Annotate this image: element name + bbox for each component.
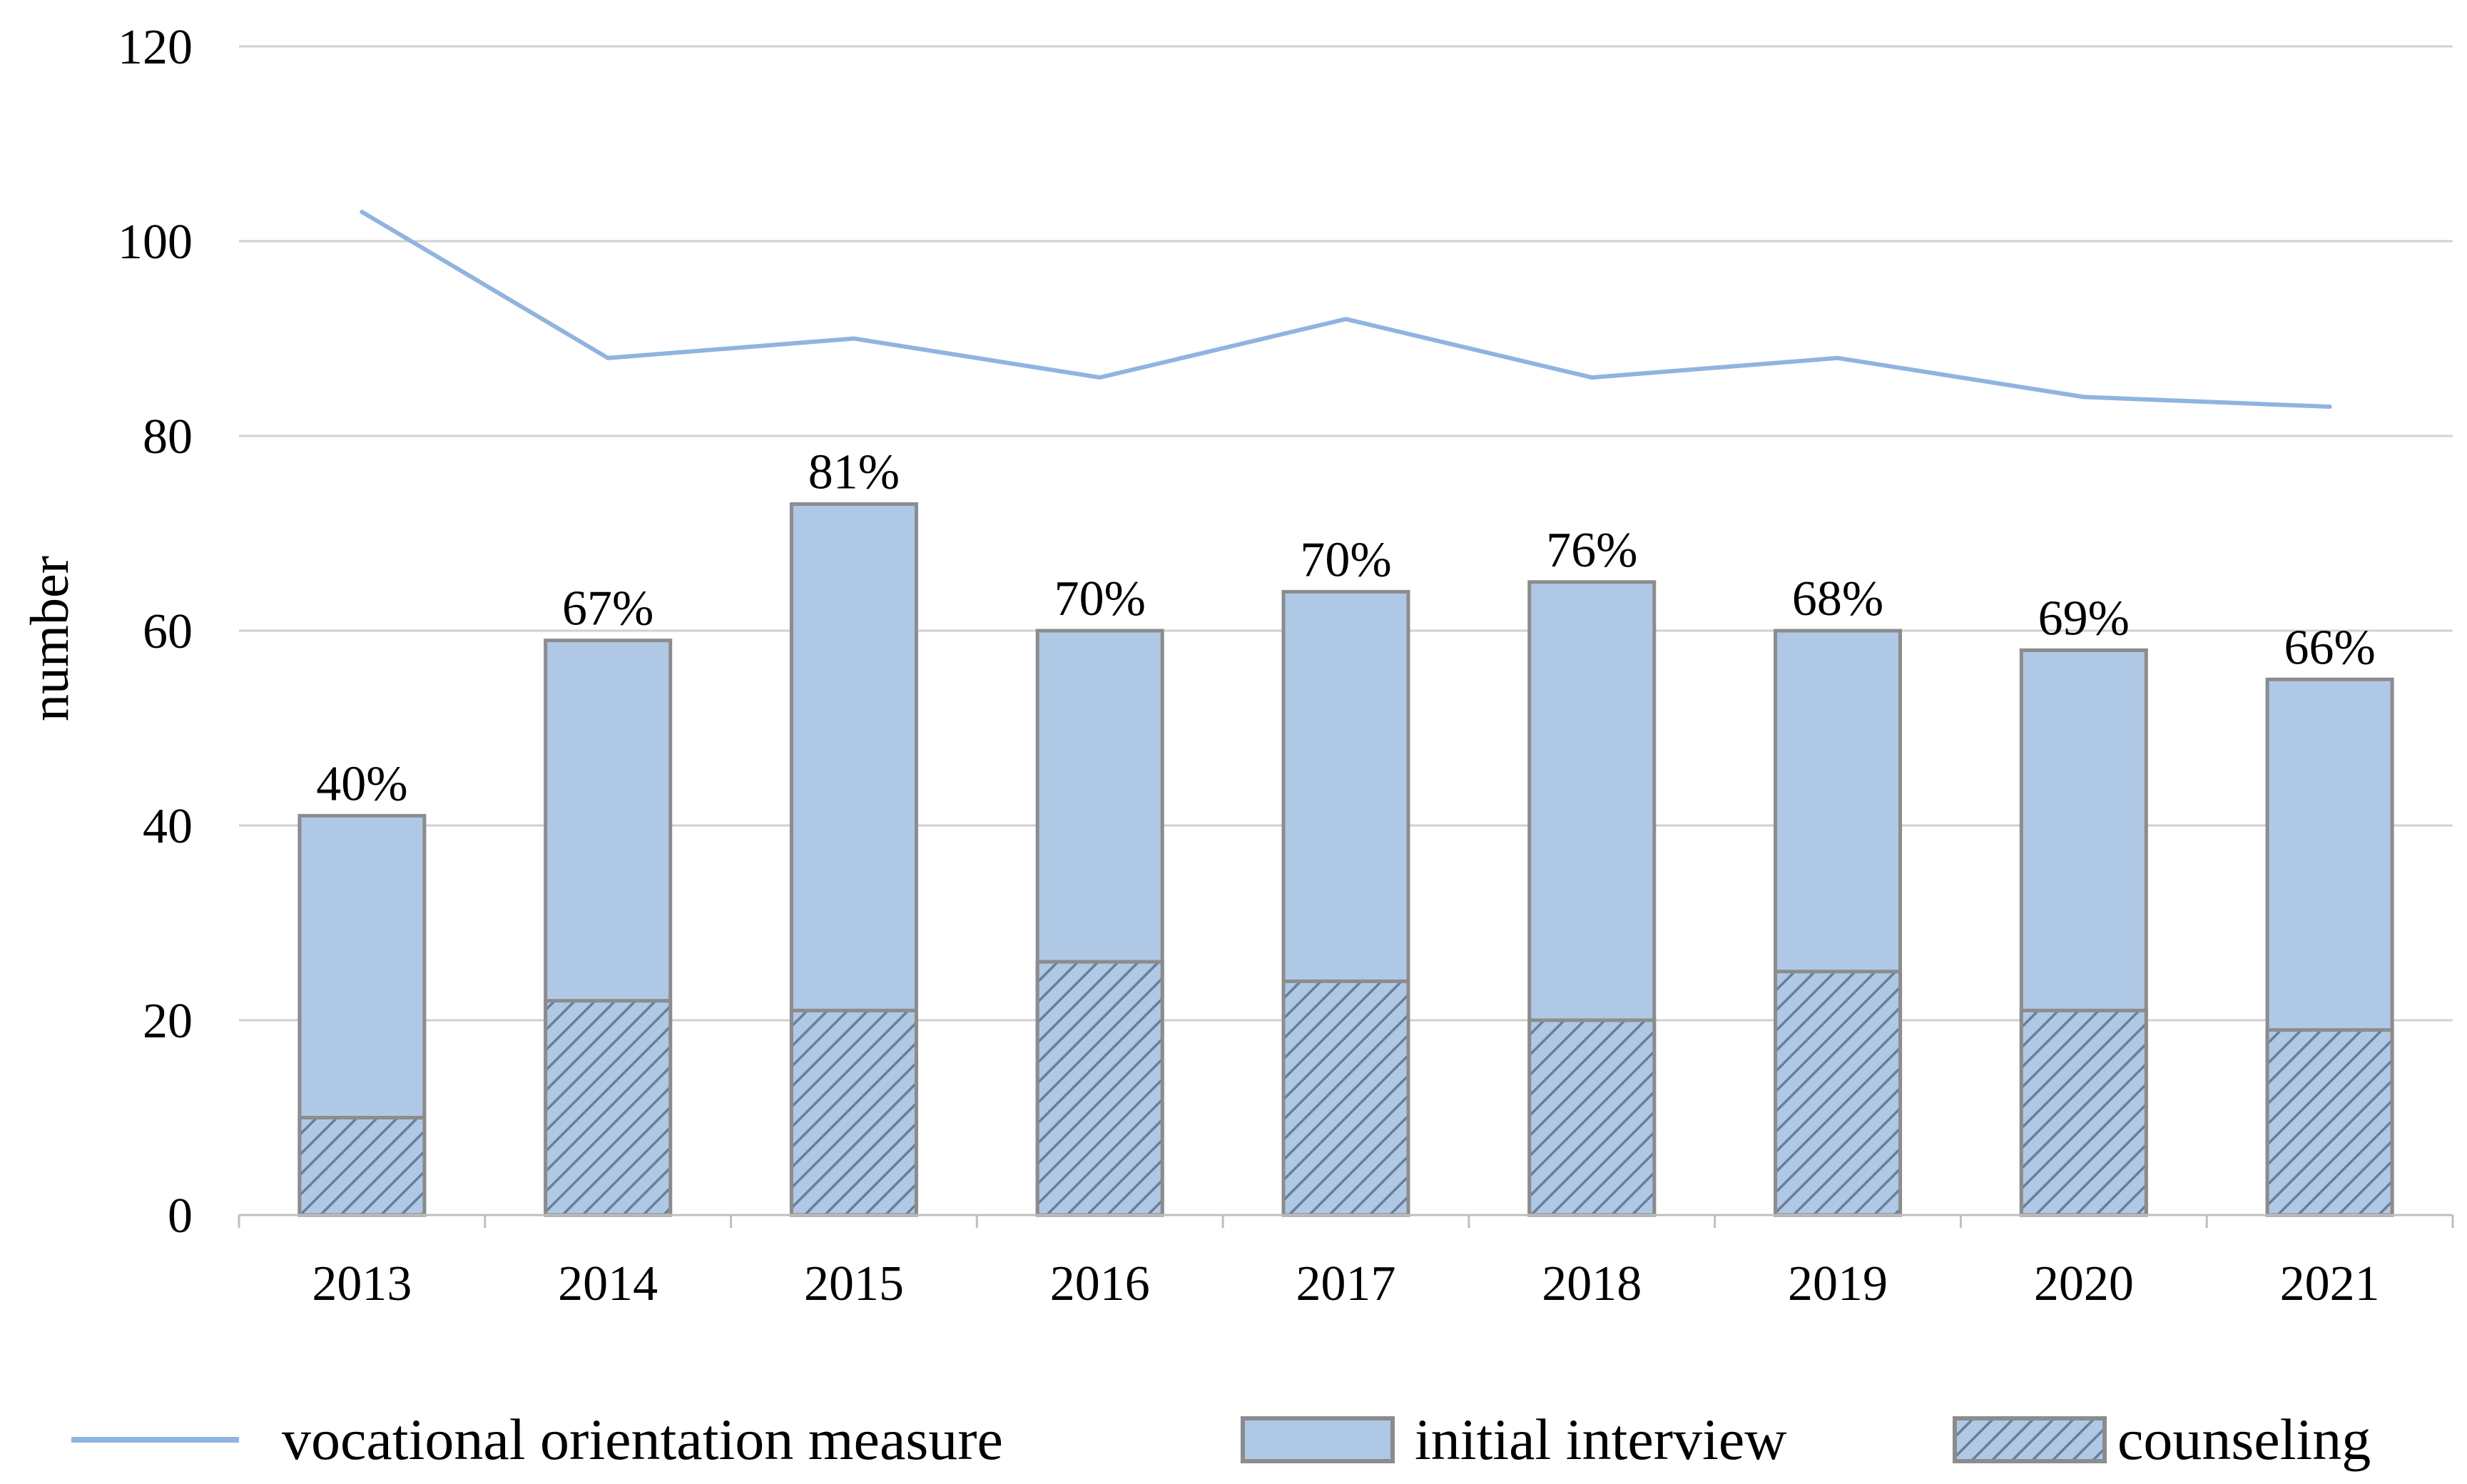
bar-label-2013: 40% [316,756,407,811]
x-tick-label: 2020 [2034,1256,2134,1311]
y-tick-label: 40 [143,799,193,854]
bar-counseling-2018 [1527,1018,1657,1217]
x-tick-label: 2019 [1788,1256,1888,1311]
line-point-2014 [606,355,611,360]
legend-hatch-swatch [1953,1416,2107,1463]
y-tick-label: 80 [143,410,193,464]
legend: vocational orientation measure initial i… [71,1407,2371,1472]
bar-counseling-2020 [2019,1008,2148,1217]
bar-label-2020: 69% [2038,591,2130,646]
line-point-2021 [2327,405,2332,410]
bar-label-2016: 70% [1054,571,1146,626]
x-tick-label: 2015 [804,1256,904,1311]
line-point-2020 [2081,395,2086,400]
x-tick-label: 2018 [1542,1256,1642,1311]
bar-label-2017: 70% [1300,532,1391,587]
x-tick-label: 2014 [558,1256,658,1311]
bar-counseling-2016 [1035,960,1164,1217]
bar-counseling-2014 [544,999,673,1217]
y-tick-label: 100 [118,215,193,270]
legend-label-line: vocational orientation measure [282,1407,1003,1472]
bar-counseling-2017 [1281,979,1410,1217]
bar-counseling-2015 [789,1008,918,1217]
legend-label-hatch: counseling [2117,1407,2371,1472]
line-series [360,210,2332,410]
bar-counseling-2013 [297,1116,427,1217]
bar-counseling-2019 [1774,970,1903,1217]
bar-label-2021: 66% [2284,620,2375,675]
bar-labels: 40% 67% 81% 70% 70% 76% 68% 69% 66% [316,445,2376,812]
bar-label-2018: 76% [1546,523,1637,578]
line-point-2013 [360,210,365,215]
bars [297,502,2394,1217]
bar-label-2015: 81% [808,445,900,500]
line-point-2015 [851,336,856,341]
bar-label-2019: 68% [1792,571,1883,626]
bar-label-2014: 67% [562,581,653,636]
y-tick-label: 20 [143,994,193,1049]
x-tick-label: 2021 [2280,1256,2380,1311]
y-tick-label: 60 [143,604,193,659]
line-point-2019 [1836,355,1841,360]
y-tick-label: 0 [168,1189,193,1244]
line-point-2018 [1589,375,1594,380]
x-tick-label: 2016 [1050,1256,1150,1311]
legend-bar-swatch [1241,1416,1395,1463]
line-point-2017 [1343,317,1348,322]
x-tick-label: 2017 [1296,1256,1396,1311]
y-axis-title: number [20,556,80,721]
x-tick-label: 2013 [312,1256,412,1311]
bar-counseling-2021 [2265,1028,2394,1217]
line-point-2016 [1097,375,1102,380]
axes: 0 20 40 60 80 100 120 2013 2014 2015 2016 2017 2018 2… [118,20,2454,1311]
y-tick-label: 120 [118,20,193,75]
legend-label-bar: initial interview [1415,1407,1786,1472]
